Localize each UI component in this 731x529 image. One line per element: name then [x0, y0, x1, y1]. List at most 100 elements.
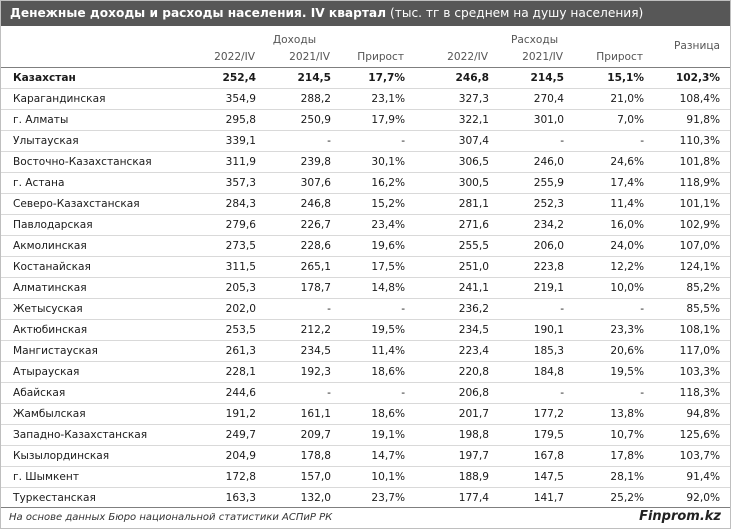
expense-2022-cell: 306,5 — [415, 151, 500, 173]
table-row: Мангистауская 261,3 234,5 11,4% 223,4 185,3 20… — [1, 340, 731, 362]
difference-cell: 117,0% — [654, 340, 731, 362]
income-2021-cell: 178,8 — [266, 445, 341, 467]
expense-2021-cell: 190,1 — [499, 319, 575, 341]
difference-cell: 94,8% — [654, 403, 731, 425]
expense-growth-cell: 24,6% — [574, 151, 655, 173]
income-2022-cell: 357,3 — [174, 172, 266, 194]
expense-2021-cell: 147,5 — [499, 466, 575, 488]
difference-cell: 110,3% — [654, 130, 731, 152]
income-2022-cell: 295,8 — [174, 109, 266, 131]
expense-2022-cell: 300,5 — [415, 172, 500, 194]
income-growth-cell: 30,1% — [341, 151, 416, 173]
expense-growth-cell: - — [574, 130, 655, 152]
income-growth-cell: - — [341, 130, 416, 152]
difference-cell: 118,9% — [654, 172, 731, 194]
income-growth-cell: - — [341, 298, 416, 320]
expense-2021-cell: 219,1 — [499, 277, 575, 299]
header-sub-row: 2022/IV 2021/IV Прирост 2022/IV 2021/IV … — [1, 47, 730, 68]
income-2021-cell: 288,2 — [266, 88, 341, 110]
expense-2022-cell: 251,0 — [415, 256, 500, 278]
expense-2022-cell: 201,7 — [415, 403, 500, 425]
income-growth-cell: 14,7% — [341, 445, 416, 467]
expense-2021-cell: 255,9 — [499, 172, 575, 194]
region-name-cell: г. Шымкент — [1, 466, 174, 488]
header-exp-2022: 2022/IV — [447, 51, 489, 63]
title-main: Денежные доходы и расходы населения. IV … — [10, 6, 387, 20]
region-name-cell: Северо-Казахстанская — [1, 193, 174, 215]
income-2022-cell: 279,6 — [174, 214, 266, 236]
expense-2022-cell: 177,4 — [415, 487, 500, 509]
difference-cell: 124,1% — [654, 256, 731, 278]
expense-2022-cell: 223,4 — [415, 340, 500, 362]
region-name-cell: Жамбылская — [1, 403, 174, 425]
expense-2022-cell: 271,6 — [415, 214, 500, 236]
table-row: Западно-Казахстанская 249,7 209,7 19,1% 198,… — [1, 424, 731, 446]
brand-logo-text: Finprom.kz — [639, 509, 721, 524]
income-2021-cell: 157,0 — [266, 466, 341, 488]
difference-cell: 103,7% — [654, 445, 731, 467]
expense-2022-cell: 206,8 — [415, 382, 500, 404]
region-name-cell: Казахстан — [1, 67, 174, 89]
income-2022-cell: 273,5 — [174, 235, 266, 257]
expense-growth-cell: 24,0% — [574, 235, 655, 257]
income-2022-cell: 205,3 — [174, 277, 266, 299]
header-inc-2021: 2021/IV — [289, 51, 330, 63]
income-2021-cell: 161,1 — [266, 403, 341, 425]
income-2022-cell: 284,3 — [174, 193, 266, 215]
expense-growth-cell: 11,4% — [574, 193, 655, 215]
region-name-cell: Западно-Казахстанская — [1, 424, 174, 446]
income-growth-cell: 19,1% — [341, 424, 416, 446]
table-body: Казахстан 252,4 214,5 17,7% 246,8 214,5 15,1% 1… — [1, 67, 731, 509]
header-region — [1, 47, 174, 68]
income-growth-cell: 19,6% — [341, 235, 416, 257]
expense-2021-cell: 206,0 — [499, 235, 575, 257]
table-row: Абайская 244,6- -206,8- -118,3% — [1, 382, 731, 404]
income-2021-cell: 228,6 — [266, 235, 341, 257]
income-growth-cell: - — [341, 382, 416, 404]
expense-2022-cell: 246,8 — [415, 67, 500, 89]
income-2022-cell: 249,7 — [174, 424, 266, 446]
expense-growth-cell: 20,6% — [574, 340, 655, 362]
header-difference: Разница — [674, 40, 721, 52]
expense-growth-cell: 25,2% — [574, 487, 655, 509]
region-name-cell: Кызылординская — [1, 445, 174, 467]
table-row: Акмолинская 273,5 228,6 19,6% 255,5 206,0 24,0… — [1, 235, 731, 257]
difference-cell: 91,8% — [654, 109, 731, 131]
region-name-cell: Костанайская — [1, 256, 174, 278]
table-row: г. Алматы 295,8 250,9 17,9% 322,1 301,0 7,0% 91… — [1, 109, 731, 131]
income-2022-cell: 311,5 — [174, 256, 266, 278]
expense-growth-cell: 15,1% — [574, 67, 655, 89]
income-growth-cell: 16,2% — [341, 172, 416, 194]
expense-growth-cell: 10,7% — [574, 424, 655, 446]
income-2021-cell: 250,9 — [266, 109, 341, 131]
income-2022-cell: 252,4 — [174, 67, 266, 89]
expense-growth-cell: 28,1% — [574, 466, 655, 488]
table-row: Актюбинская 253,5 212,2 19,5% 234,5 190,1 23,3… — [1, 319, 731, 341]
title-unit: (тыс. тг в среднем на душу населения) — [389, 6, 644, 20]
income-2021-cell: 265,1 — [266, 256, 341, 278]
source-note: На основе данных Бюро национальной стати… — [9, 512, 333, 523]
expense-2022-cell: 255,5 — [415, 235, 500, 257]
income-2021-cell: 307,6 — [266, 172, 341, 194]
difference-cell: 125,6% — [654, 424, 731, 446]
header-income-group: Доходы — [272, 34, 317, 46]
income-2021-cell: 192,3 — [266, 361, 341, 383]
expense-2021-cell: 167,8 — [499, 445, 575, 467]
region-name-cell: Мангистауская — [1, 340, 174, 362]
region-name-cell: Жетысуская — [1, 298, 174, 320]
income-2021-cell: 226,7 — [266, 214, 341, 236]
income-growth-cell: 17,7% — [341, 67, 416, 89]
table-row: Костанайская 311,5 265,1 17,5% 251,0 223,8 12,… — [1, 256, 731, 278]
difference-cell: 107,0% — [654, 235, 731, 257]
income-2022-cell: 311,9 — [174, 151, 266, 173]
income-growth-cell: 10,1% — [341, 466, 416, 488]
expense-2021-cell: 270,4 — [499, 88, 575, 110]
region-name-cell: Алматинская — [1, 277, 174, 299]
expense-2021-cell: 223,8 — [499, 256, 575, 278]
chart-title: Денежные доходы и расходы населения. IV … — [10, 6, 643, 21]
expense-growth-cell: 7,0% — [574, 109, 655, 131]
expense-growth-cell: 23,3% — [574, 319, 655, 341]
difference-cell: 118,3% — [654, 382, 731, 404]
header-inc-growth: Прирост — [357, 51, 405, 63]
region-name-cell: Улытауская — [1, 130, 174, 152]
